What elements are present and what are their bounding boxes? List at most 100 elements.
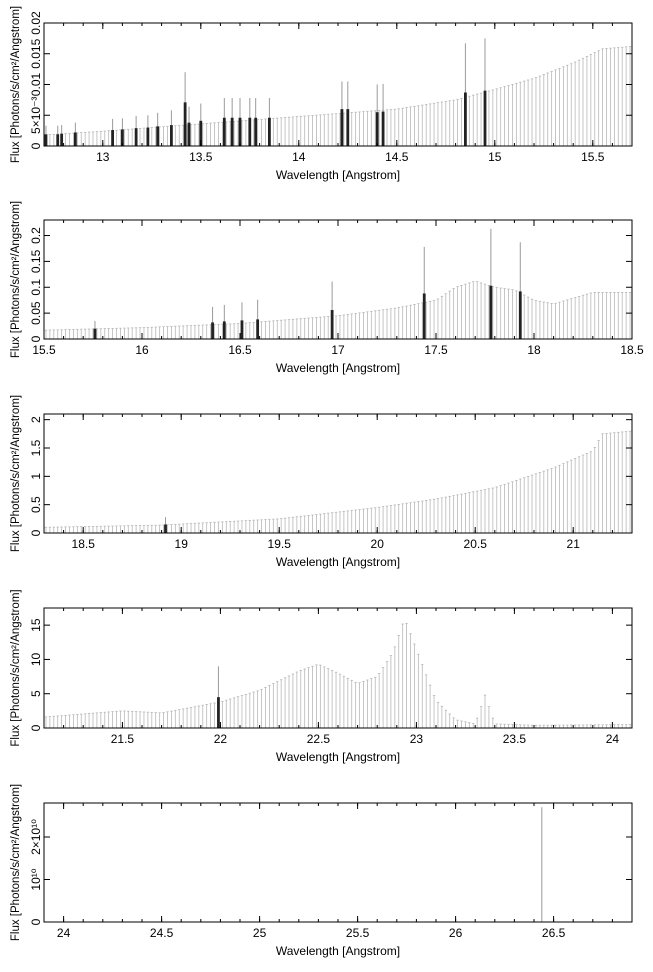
y-axis: 0 5 10 15 bbox=[29, 618, 632, 731]
x-tick-label: 13 bbox=[96, 150, 110, 164]
line-bar bbox=[170, 125, 173, 146]
y-axis: 0 5×10⁻³0.01 0.015 0.02 bbox=[29, 11, 632, 149]
x-axis: 24 24.5 25 25.5 26 26.5 bbox=[43, 803, 613, 940]
x-tick-label: 21.5 bbox=[111, 732, 135, 746]
x-tick-label: 24.5 bbox=[150, 926, 174, 940]
plot-frame bbox=[43, 802, 633, 923]
line-bar bbox=[248, 117, 252, 146]
line-bar bbox=[93, 328, 97, 339]
x-tick-label: 24 bbox=[57, 926, 71, 940]
x-tick-label: 21 bbox=[567, 537, 581, 551]
y-tick-label: 0.15 bbox=[29, 249, 43, 273]
y-tick-label: 0 bbox=[29, 724, 43, 731]
y-tick-label: 0.05 bbox=[29, 301, 43, 325]
y-axis-label: Flux [Photons/s/cm²/Angstrom] bbox=[10, 6, 22, 163]
line-bar bbox=[156, 126, 160, 146]
continuum-bars bbox=[44, 46, 632, 146]
x-tick-label: 15.5 bbox=[581, 150, 605, 164]
line-bar bbox=[73, 132, 77, 146]
x-axis-label: Wavelength [Angstrom] bbox=[276, 750, 400, 764]
x-tick-label: 18.5 bbox=[72, 537, 96, 551]
chart-panel-5: 24 24.5 25 25.5 26 26.5 Wavelength [Angstrom] 0… bbox=[10, 784, 633, 958]
continuum-bars bbox=[44, 430, 632, 533]
line-bar bbox=[222, 321, 226, 339]
x-tick-label: 13.5 bbox=[189, 150, 213, 164]
x-tick-label: 14.5 bbox=[385, 150, 409, 164]
line-bar bbox=[238, 117, 242, 146]
y-tick-label: 10¹⁰ bbox=[29, 868, 43, 890]
x-tick-label: 20.5 bbox=[464, 537, 488, 551]
y-tick-label: 2×10¹⁰ bbox=[29, 819, 43, 855]
x-tick-label: 26.5 bbox=[542, 926, 566, 940]
y-axis-label: Flux [Photons/s/cm²/Angstrom] bbox=[10, 395, 22, 552]
line-bar bbox=[121, 129, 124, 146]
emission-lines bbox=[93, 228, 522, 339]
y-tick-label: 0.1 bbox=[29, 279, 43, 296]
x-tick-label: 14 bbox=[292, 150, 306, 164]
continuum-bars bbox=[44, 623, 632, 728]
chart-panel-4: 21.5 22 22.5 23 23.5 24 Wavelength [Angstrom] 0… bbox=[10, 589, 633, 764]
line-bar bbox=[268, 117, 271, 146]
x-tick-label: 16.5 bbox=[228, 343, 252, 357]
x-tick-label: 22 bbox=[214, 732, 228, 746]
y-tick-label: 15 bbox=[29, 618, 43, 632]
line-bar bbox=[217, 697, 220, 728]
y-tick-label: 0.5 bbox=[29, 496, 43, 513]
y-axis-label: Flux [Photons/s/cm²/Angstrom] bbox=[10, 201, 22, 358]
line-bar bbox=[199, 120, 203, 146]
line-bar bbox=[211, 322, 214, 339]
x-axis-label: Wavelength [Angstrom] bbox=[276, 944, 400, 958]
x-tick-label: 17 bbox=[331, 343, 345, 357]
line-bar bbox=[164, 524, 167, 533]
y-axis: 0 0.05 0.1 0.15 0.2 bbox=[29, 227, 632, 342]
y-axis: 0 0.5 1 1.5 2 bbox=[29, 416, 632, 536]
line-bar bbox=[134, 128, 138, 146]
x-axis-label: Wavelength [Angstrom] bbox=[276, 361, 400, 375]
line-bar bbox=[518, 291, 522, 339]
x-axis: 21.5 22 22.5 23 23.5 24 bbox=[43, 608, 620, 746]
continuum-bars bbox=[44, 281, 632, 339]
x-tick-label: 26 bbox=[449, 926, 463, 940]
x-tick-label: 15.5 bbox=[32, 343, 56, 357]
line-bar bbox=[464, 92, 467, 146]
plot-frame bbox=[43, 607, 633, 729]
y-tick-label: 0 bbox=[29, 335, 43, 342]
x-tick-label: 18.5 bbox=[620, 343, 644, 357]
x-axis: 18.5 19 19.5 20 20.5 21 bbox=[43, 414, 613, 551]
x-tick-label: 16 bbox=[135, 343, 149, 357]
y-tick-label: 0 bbox=[29, 918, 43, 925]
line-bar bbox=[254, 117, 258, 146]
y-axis-label: Flux [Photons/s/cm²/Angstrom] bbox=[10, 784, 22, 941]
x-tick-label: 23 bbox=[410, 732, 424, 746]
x-tick-label: 20 bbox=[371, 537, 385, 551]
line-bar bbox=[240, 320, 244, 339]
x-tick-label: 15 bbox=[488, 150, 502, 164]
y-tick-label: 1 bbox=[29, 473, 43, 480]
y-tick-label: 0.02 bbox=[29, 11, 43, 35]
y-tick-label: 10 bbox=[29, 652, 43, 666]
emission-lines bbox=[217, 666, 220, 728]
y-tick-label: 0 bbox=[29, 529, 43, 536]
line-bar bbox=[422, 293, 426, 339]
x-axis-label: Wavelength [Angstrom] bbox=[276, 168, 400, 182]
y-tick-label: 0.01 bbox=[29, 72, 43, 96]
line-bar bbox=[256, 319, 260, 339]
line-bar bbox=[489, 285, 493, 339]
y-tick-label: 0.2 bbox=[29, 227, 43, 244]
x-tick-label: 19 bbox=[175, 537, 189, 551]
line-bar bbox=[346, 109, 350, 146]
x-tick-label: 24 bbox=[606, 732, 620, 746]
x-tick-label: 17.5 bbox=[424, 343, 448, 357]
line-bar bbox=[340, 109, 344, 146]
line-bar bbox=[330, 310, 334, 339]
line-bar bbox=[60, 133, 64, 146]
y-tick-label: 1.5 bbox=[29, 439, 43, 456]
y-tick-label: 0 bbox=[29, 142, 43, 149]
x-tick-label: 25 bbox=[253, 926, 267, 940]
x-axis: 15.5 16 16.5 17 17.5 18 18.5 bbox=[32, 220, 644, 357]
line-bar bbox=[381, 111, 385, 146]
emission-lines bbox=[164, 517, 167, 533]
line-bar bbox=[222, 117, 226, 146]
